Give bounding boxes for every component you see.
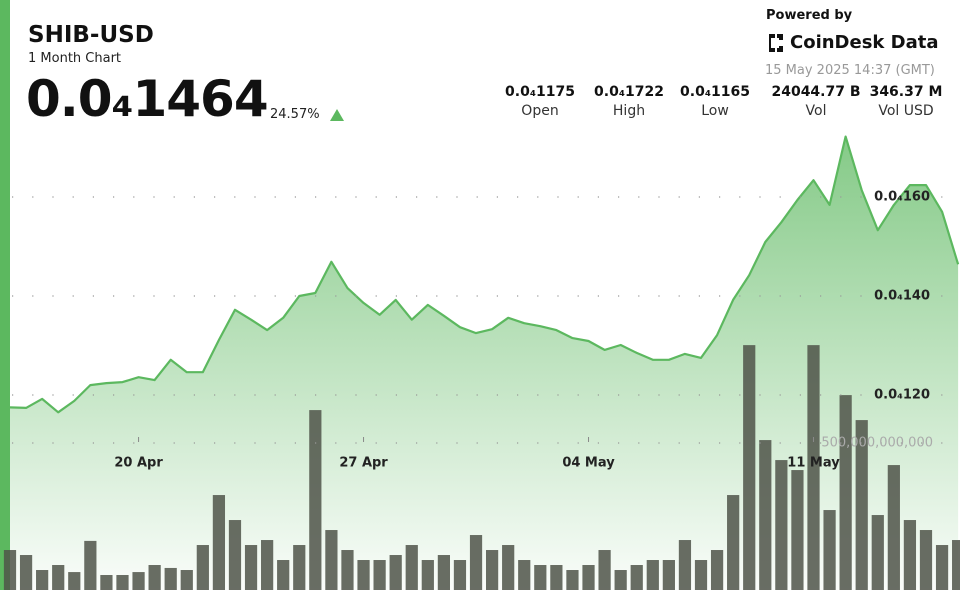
volume-bar	[839, 395, 852, 590]
volume-bar	[598, 550, 611, 590]
volume-bar	[437, 555, 450, 590]
volume-bar	[807, 345, 820, 590]
volume-bar	[952, 540, 960, 590]
volume-bar	[646, 560, 659, 590]
volume-bar	[3, 550, 17, 590]
volume-bar	[453, 560, 467, 590]
volume-bar	[534, 565, 547, 590]
volume-bar	[309, 410, 322, 590]
volume-bar	[823, 510, 836, 590]
volume-bar	[293, 545, 306, 590]
accent-bar	[0, 0, 10, 590]
volume-bar	[759, 440, 772, 590]
volume-bar	[19, 555, 33, 590]
volume-bar	[357, 560, 370, 590]
x-tick-label: 20 Apr	[114, 456, 163, 471]
brand: CoinDesk Data	[790, 32, 939, 53]
volume-bar	[550, 565, 563, 590]
volume-bar	[775, 460, 788, 590]
y2-tick-label: 500,000,000,000	[821, 436, 933, 451]
price: 0.0₄1464	[26, 70, 269, 128]
x-tick-label: 04 May	[562, 456, 615, 471]
volume-bar	[100, 575, 113, 590]
volume-bar	[36, 570, 49, 590]
volume-bar	[903, 520, 917, 590]
volume-bar	[935, 545, 949, 590]
volume-bar	[469, 535, 483, 590]
price-area	[10, 136, 959, 590]
volume-bar	[871, 515, 884, 590]
volume-bar	[614, 570, 627, 590]
stat-label: Vol	[805, 103, 827, 119]
volume-bar	[662, 560, 675, 590]
volume-bar	[180, 570, 193, 590]
change: 24.57%	[270, 107, 320, 122]
volume-bar	[148, 565, 161, 590]
stat-value: 0.0₄1722	[594, 84, 664, 100]
volume-bar	[196, 545, 209, 590]
volume-bar	[212, 495, 226, 590]
volume-bar	[887, 465, 900, 590]
timestamp: 15 May 2025 14:37 (GMT)	[765, 63, 935, 78]
volume-bar	[502, 545, 515, 590]
stat: 0.0₄1175 Open	[490, 84, 590, 119]
stat-label: Low	[701, 103, 729, 119]
stat-value: 0.0₄1175	[505, 84, 575, 100]
stat: 346.37 M Vol USD	[856, 84, 956, 119]
stat: 0.0₄1165 Low	[665, 84, 765, 119]
volume-bar	[791, 470, 804, 590]
powered-by: Powered by	[766, 8, 853, 23]
stat-value: 0.0₄1165	[680, 84, 750, 100]
stat-label: High	[612, 103, 646, 119]
volume-bar	[855, 420, 868, 590]
volume-bar	[694, 560, 708, 590]
volume-bar	[727, 495, 740, 590]
volume-bar	[116, 575, 129, 590]
volume-bar	[582, 565, 595, 590]
volume-bar	[630, 565, 643, 590]
volume-bar	[68, 572, 81, 590]
stat-value: 346.37 M	[869, 84, 943, 100]
stat-label: Vol USD	[878, 103, 934, 119]
volume-bar	[164, 567, 177, 590]
symbol: SHIB-USD	[28, 22, 154, 48]
stat-value: 24044.77 B	[771, 84, 861, 100]
brand-logo	[769, 34, 783, 52]
volume-bar	[919, 530, 933, 590]
volume-bar	[373, 560, 386, 590]
y-tick-label: 0.0₄160	[874, 189, 930, 204]
volume-bar	[244, 545, 258, 590]
volume-bar	[277, 560, 290, 590]
volume-bar	[228, 520, 242, 590]
volume-bar	[743, 345, 756, 590]
volume-bar	[52, 565, 65, 590]
stat-label: Open	[521, 103, 559, 119]
volume-bar	[341, 550, 354, 590]
period: 1 Month Chart	[28, 51, 122, 66]
volume-bar	[485, 550, 499, 590]
x-tick-label: 27 Apr	[339, 456, 388, 471]
stat: 24044.77 B Vol	[766, 84, 866, 119]
y-tick-label: 0.0₄140	[874, 288, 930, 303]
volume-bar	[261, 540, 274, 590]
stat: 0.0₄1722 High	[579, 84, 679, 119]
volume-bar	[518, 560, 531, 590]
volume-bar	[566, 570, 579, 590]
x-tick-label: 11 May	[787, 456, 840, 471]
volume-bar	[678, 540, 692, 590]
volume-bar	[389, 555, 402, 590]
up-arrow	[330, 109, 344, 121]
y-tick-label: 0.0₄120	[874, 387, 930, 402]
volume-bar	[84, 540, 97, 590]
volume-bar	[710, 550, 724, 590]
volume-bar	[325, 530, 338, 590]
volume-bar	[405, 545, 418, 590]
volume-bar	[421, 560, 434, 590]
volume-bar	[132, 572, 145, 590]
